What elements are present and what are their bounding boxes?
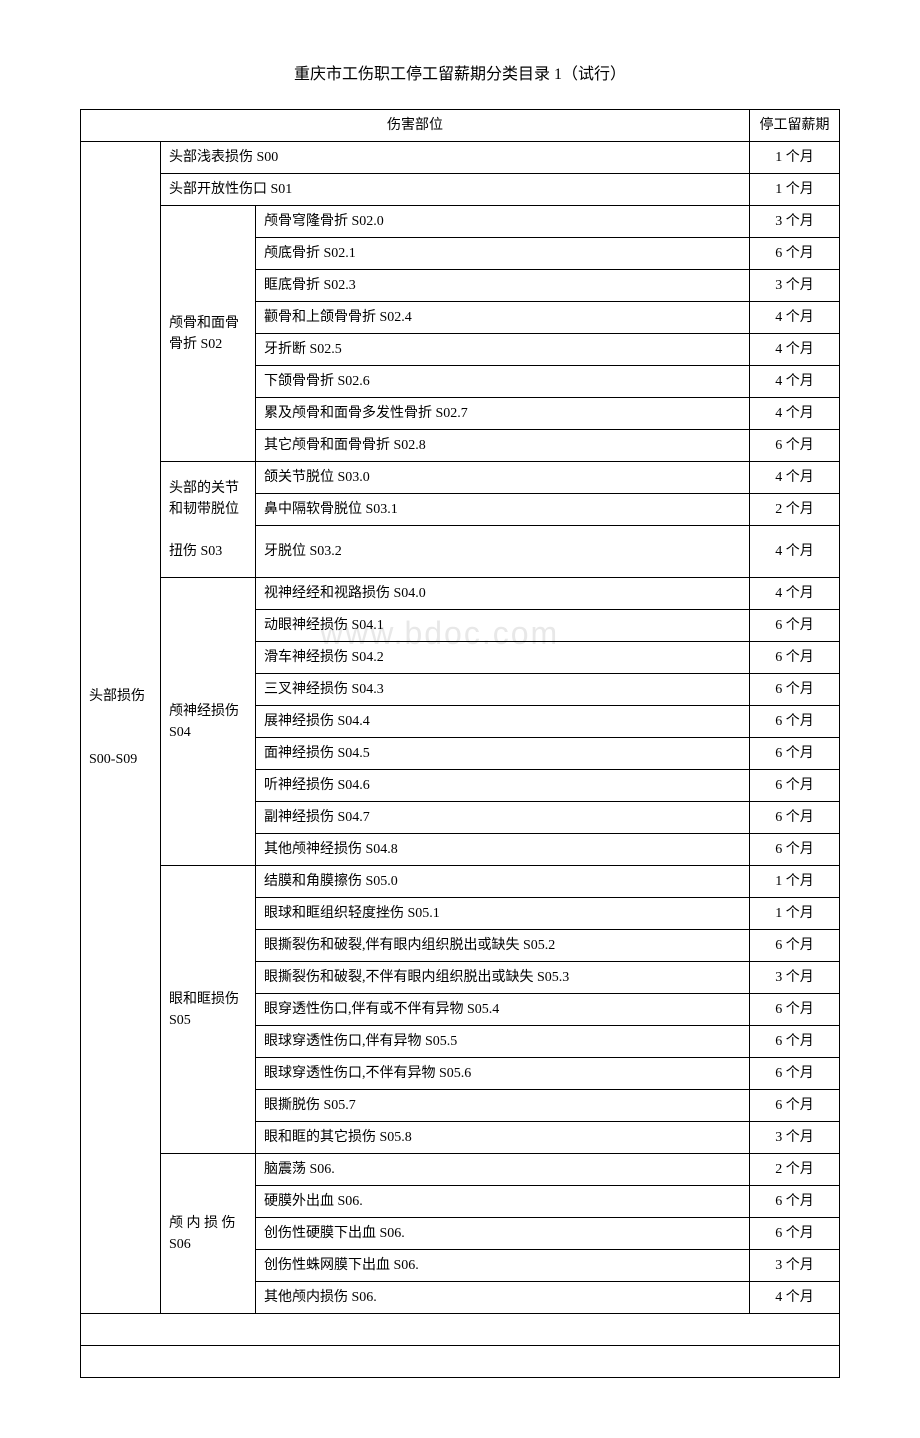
header-injury-part: 伤害部位 xyxy=(81,110,750,142)
period-cell: 6 个月 xyxy=(750,994,840,1026)
detail-cell: 脑震荡 S06. xyxy=(256,1154,750,1186)
detail-cell: 颅底骨折 S02.1 xyxy=(256,238,750,270)
detail-cell: 面神经损伤 S04.5 xyxy=(256,738,750,770)
header-period: 停工留薪期 xyxy=(750,110,840,142)
main-category: 头部损伤 S00-S09 xyxy=(81,142,161,1314)
period-cell: 4 个月 xyxy=(750,366,840,398)
empty-row xyxy=(81,1346,840,1378)
detail-cell: 其它颅骨和面骨骨折 S02.8 xyxy=(256,430,750,462)
period-cell: 1 个月 xyxy=(750,142,840,174)
detail-cell: 累及颅骨和面骨多发性骨折 S02.7 xyxy=(256,398,750,430)
detail-cell: 颧骨和上颌骨骨折 S02.4 xyxy=(256,302,750,334)
period-cell: 6 个月 xyxy=(750,706,840,738)
period-cell: 2 个月 xyxy=(750,1154,840,1186)
sub-category: 颅骨和面骨骨折 S02 xyxy=(161,206,256,462)
table-row: 头部的关节和韧带脱位 扭伤 S03颌关节脱位 S03.04 个月 xyxy=(81,462,840,494)
detail-cell: 鼻中隔软骨脱位 S03.1 xyxy=(256,494,750,526)
detail-cell: 眼撕脱伤 S05.7 xyxy=(256,1090,750,1122)
document-title: 重庆市工伤职工停工留薪期分类目录 1（试行） xyxy=(80,60,840,84)
detail-cell: 牙脱位 S03.2 xyxy=(256,526,750,578)
period-cell: 4 个月 xyxy=(750,334,840,366)
empty-row xyxy=(81,1314,840,1346)
period-cell: 6 个月 xyxy=(750,802,840,834)
period-cell: 3 个月 xyxy=(750,1122,840,1154)
detail-cell: 眼球穿透性伤口,不伴有异物 S05.6 xyxy=(256,1058,750,1090)
detail-cell: 眼球穿透性伤口,伴有异物 S05.5 xyxy=(256,1026,750,1058)
detail-cell: 三叉神经损伤 S04.3 xyxy=(256,674,750,706)
period-cell: 6 个月 xyxy=(750,642,840,674)
table-row: 颅骨和面骨骨折 S02颅骨穹隆骨折 S02.03 个月 xyxy=(81,206,840,238)
period-cell: 6 个月 xyxy=(750,610,840,642)
period-cell: 1 个月 xyxy=(750,898,840,930)
sub-category: 颅 内 损 伤 S06 xyxy=(161,1154,256,1314)
detail-cell: 结膜和角膜擦伤 S05.0 xyxy=(256,866,750,898)
period-cell: 1 个月 xyxy=(750,174,840,206)
table-row: 头部损伤 S00-S09头部浅表损伤 S001 个月 xyxy=(81,142,840,174)
period-cell: 4 个月 xyxy=(750,398,840,430)
detail-cell: 创伤性硬膜下出血 S06. xyxy=(256,1218,750,1250)
period-cell: 3 个月 xyxy=(750,962,840,994)
sub-category: 头部的关节和韧带脱位 扭伤 S03 xyxy=(161,462,256,578)
detail-cell: 颅骨穹隆骨折 S02.0 xyxy=(256,206,750,238)
detail-cell: 眼穿透性伤口,伴有或不伴有异物 S05.4 xyxy=(256,994,750,1026)
table-row: 颅 内 损 伤 S06脑震荡 S06.2 个月 xyxy=(81,1154,840,1186)
detail-cell: 展神经损伤 S04.4 xyxy=(256,706,750,738)
detail-cell: 创伤性蛛网膜下出血 S06. xyxy=(256,1250,750,1282)
period-cell: 6 个月 xyxy=(750,430,840,462)
period-cell: 3 个月 xyxy=(750,206,840,238)
period-cell: 6 个月 xyxy=(750,1058,840,1090)
period-cell: 4 个月 xyxy=(750,526,840,578)
period-cell: 1 个月 xyxy=(750,866,840,898)
period-cell: 6 个月 xyxy=(750,238,840,270)
detail-cell: 听神经损伤 S04.6 xyxy=(256,770,750,802)
period-cell: 4 个月 xyxy=(750,302,840,334)
detail-cell: 牙折断 S02.5 xyxy=(256,334,750,366)
sub-category: 颅神经损伤 S04 xyxy=(161,578,256,866)
period-cell: 3 个月 xyxy=(750,1250,840,1282)
detail-cell: 眼和眶的其它损伤 S05.8 xyxy=(256,1122,750,1154)
detail-cell: 下颌骨骨折 S02.6 xyxy=(256,366,750,398)
detail-cell: 眼球和眶组织轻度挫伤 S05.1 xyxy=(256,898,750,930)
detail-cell: 视神经经和视路损伤 S04.0 xyxy=(256,578,750,610)
period-cell: 6 个月 xyxy=(750,834,840,866)
period-cell: 3 个月 xyxy=(750,270,840,302)
period-cell: 2 个月 xyxy=(750,494,840,526)
detail-cell: 其他颅内损伤 S06. xyxy=(256,1282,750,1314)
detail-cell: 其他颅神经损伤 S04.8 xyxy=(256,834,750,866)
detail-cell: 副神经损伤 S04.7 xyxy=(256,802,750,834)
detail-cell: 滑车神经损伤 S04.2 xyxy=(256,642,750,674)
period-cell: 6 个月 xyxy=(750,930,840,962)
table-row: 头部开放性伤口 S011 个月 xyxy=(81,174,840,206)
detail-cell: 头部浅表损伤 S00 xyxy=(161,142,750,174)
detail-cell: 眶底骨折 S02.3 xyxy=(256,270,750,302)
period-cell: 4 个月 xyxy=(750,462,840,494)
table-row: 眼和眶损伤 S05结膜和角膜擦伤 S05.01 个月 xyxy=(81,866,840,898)
period-cell: 4 个月 xyxy=(750,578,840,610)
period-cell: 6 个月 xyxy=(750,1026,840,1058)
detail-cell: 眼撕裂伤和破裂,不伴有眼内组织脱出或缺失 S05.3 xyxy=(256,962,750,994)
injury-table: 伤害部位停工留薪期头部损伤 S00-S09头部浅表损伤 S001 个月头部开放性… xyxy=(80,109,840,1378)
period-cell: 6 个月 xyxy=(750,770,840,802)
period-cell: 6 个月 xyxy=(750,1090,840,1122)
detail-cell: 头部开放性伤口 S01 xyxy=(161,174,750,206)
detail-cell: 硬膜外出血 S06. xyxy=(256,1186,750,1218)
table-row: 颅神经损伤 S04视神经经和视路损伤 S04.04 个月 xyxy=(81,578,840,610)
detail-cell: 颌关节脱位 S03.0 xyxy=(256,462,750,494)
period-cell: 4 个月 xyxy=(750,1282,840,1314)
period-cell: 6 个月 xyxy=(750,1186,840,1218)
period-cell: 6 个月 xyxy=(750,674,840,706)
detail-cell: 眼撕裂伤和破裂,伴有眼内组织脱出或缺失 S05.2 xyxy=(256,930,750,962)
period-cell: 6 个月 xyxy=(750,1218,840,1250)
period-cell: 6 个月 xyxy=(750,738,840,770)
detail-cell: 动眼神经损伤 S04.1 xyxy=(256,610,750,642)
sub-category: 眼和眶损伤 S05 xyxy=(161,866,256,1154)
